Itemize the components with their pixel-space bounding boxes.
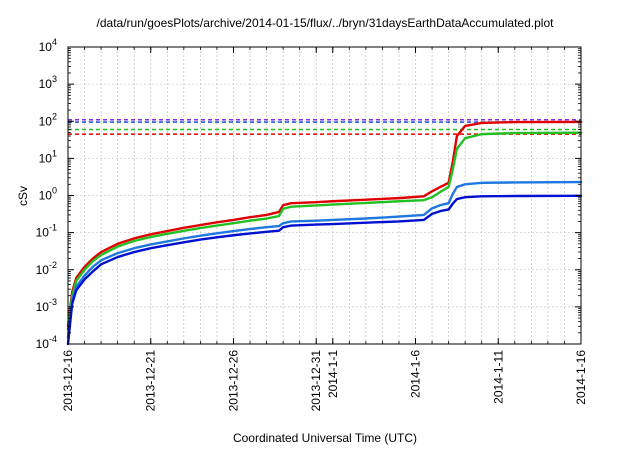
x-tick-label: 2014-1-11 [491, 350, 505, 404]
y-tick-label: 102 [39, 111, 57, 128]
x-tick-label: 2013-12-16 [61, 350, 75, 412]
x-tick-label: 2014-1-6 [409, 350, 423, 398]
x-axis-label: Coordinated Universal Time (UTC) [233, 431, 417, 445]
x-tick-labels: 2013-12-16 2013-12-21 2013-12-26 2013-12-31… [61, 350, 588, 412]
y-tick-label: 101 [39, 148, 57, 165]
series-layer [66, 120, 583, 346]
chart-title: /data/run/goesPlots/archive/2014-01-15/f… [97, 16, 555, 30]
series-line [66, 120, 583, 328]
y-tick-label: 104 [39, 37, 57, 54]
series-line [66, 131, 583, 331]
grid-layer [68, 47, 581, 344]
tick-layer [67, 46, 582, 345]
y-tick-label: 103 [39, 74, 57, 91]
series-line [66, 180, 583, 339]
y-tick-label: 10-3 [36, 297, 57, 314]
y-tick-label: 100 [39, 186, 57, 203]
x-tick-label: 2013-12-21 [144, 350, 158, 412]
x-tick-label: 2014-1-1 [326, 350, 340, 398]
x-tick-label: 2014-1-16 [574, 350, 588, 405]
y-tick-label: 10-2 [36, 260, 57, 277]
y-axis-label: cSv [16, 186, 30, 206]
y-tick-label: 10-1 [36, 223, 57, 240]
y-tick-labels: 10-4 10-3 10-2 10-1 100 101 102 103 104 [36, 37, 57, 351]
x-tick-label: 2013-12-31 [309, 350, 323, 412]
x-tick-label: 2013-12-26 [226, 350, 240, 412]
y-tick-label: 10-4 [36, 334, 57, 351]
series-line [66, 194, 583, 346]
